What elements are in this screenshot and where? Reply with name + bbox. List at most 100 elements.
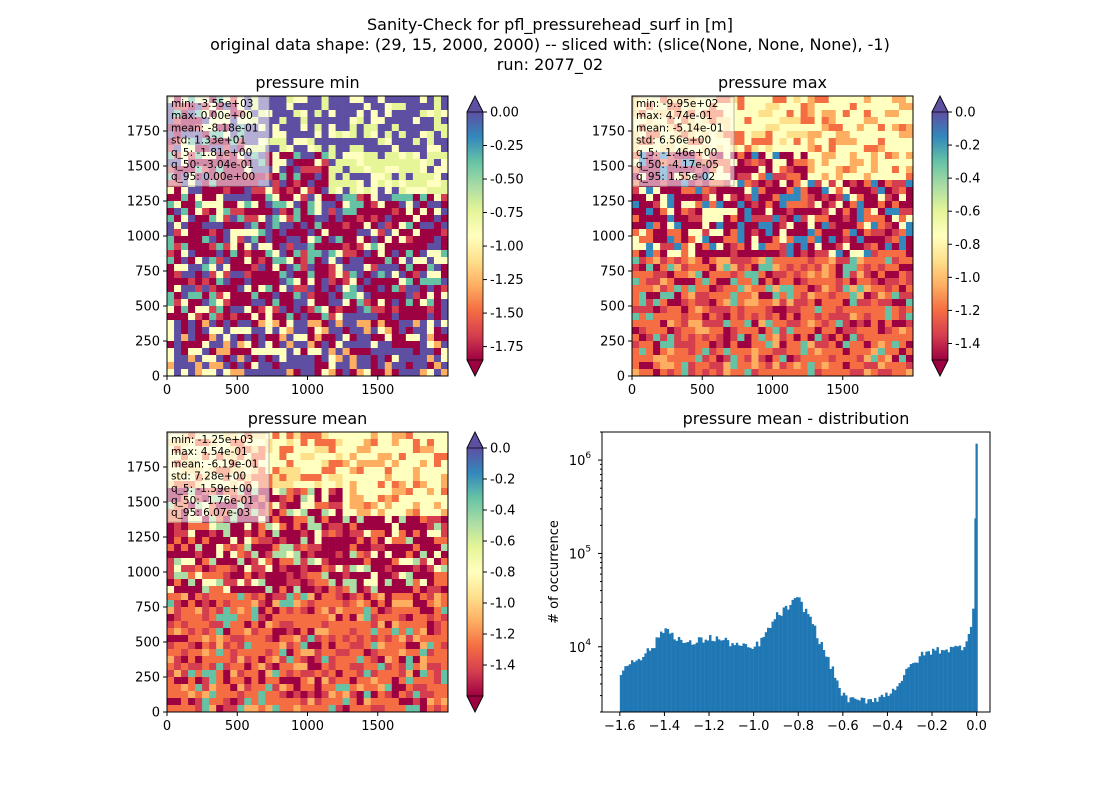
x-tick-label: 1000 (291, 719, 324, 734)
histogram-bar (927, 651, 930, 712)
y-tick-label: 106 (569, 451, 592, 469)
histogram-bar (945, 649, 948, 712)
histogram-bar (833, 677, 837, 712)
histogram-bar (896, 686, 899, 712)
y-tick-label: 250 (135, 335, 160, 350)
y-tick-label: 500 (135, 636, 160, 651)
colorbar-tick-label: -1.4 (955, 337, 980, 352)
histogram-bar (780, 615, 783, 712)
histogram-bar (876, 701, 879, 712)
histogram-bar (954, 645, 957, 712)
y-tick-label: 500 (600, 300, 625, 315)
histogram-bar (646, 648, 650, 712)
histogram-bar (675, 640, 679, 712)
histogram-bar (887, 695, 890, 712)
histogram-bar (760, 637, 763, 712)
histogram-bar (624, 666, 627, 712)
histogram-bar (961, 650, 964, 712)
stat-line: max: 0.00e+00 (171, 110, 253, 122)
histogram-panel: pressure mean - distribution −1.6 −1.4 −1.2… (547, 409, 991, 734)
histogram-bar (865, 703, 868, 712)
histogram-bar (731, 643, 734, 712)
histogram-bar (853, 698, 857, 712)
y-tick-label: 1750 (127, 461, 160, 476)
stat-line: max: 4.54e-01 (171, 446, 248, 458)
histogram-bar (778, 615, 781, 712)
y-tick-label: 500 (135, 300, 160, 315)
histogram-bar (920, 651, 924, 712)
histogram-bar (862, 698, 866, 712)
histogram-bar (693, 644, 696, 712)
histogram-bar (836, 680, 839, 712)
stat-line: std: 6.56e+00 (636, 135, 711, 147)
figure-title-line: original data shape: (29, 15, 2000, 2000… (210, 35, 890, 54)
colorbar-tick-label: -0.4 (490, 504, 515, 519)
histogram-bar (671, 632, 674, 712)
histogram-bar (626, 665, 629, 712)
histogram-bar (720, 640, 723, 712)
histogram-bar (749, 647, 752, 712)
histogram-bar (729, 646, 732, 712)
colorbar: 0.00 -0.25 -0.50 -0.75 -1.00 -1.25 -1.50 -1.75 (466, 95, 524, 377)
figure-title: Sanity-Check for pfl_pressurehead_surf i… (210, 15, 890, 75)
histogram-bar (918, 656, 922, 712)
stat-line: q_50: -3.04e-01 (171, 159, 254, 171)
x-tick-label: 0.0 (966, 719, 987, 734)
colorbar-tick-label: -1.2 (955, 304, 980, 319)
histogram-bar (695, 642, 699, 712)
stat-line: mean: -8.18e-01 (171, 122, 258, 134)
axes-frame (601, 431, 991, 713)
histogram-bar (867, 699, 870, 712)
histogram-bar (809, 616, 812, 712)
y-tick-label: 105 (569, 544, 591, 562)
histogram-bar (735, 642, 739, 712)
histogram-bar (724, 637, 728, 712)
colorbar-tick-label: 0.00 (490, 106, 519, 121)
stat-line: q_50: -4.17e-05 (636, 159, 719, 171)
histogram-bar (704, 639, 707, 712)
histogram-bar (952, 647, 955, 712)
y-tick-label: 1500 (592, 160, 625, 175)
histogram-bar (840, 695, 844, 712)
y-tick-label: 1000 (127, 230, 160, 245)
histogram-bar (622, 670, 625, 712)
y-tick-label: 250 (600, 335, 625, 350)
stat-line: min: -3.55e+03 (171, 98, 253, 110)
y-tick-label: 1750 (592, 125, 625, 140)
histogram-bar (657, 637, 661, 712)
x-tick-label: 1000 (291, 383, 324, 398)
x-tick-label: 1000 (756, 383, 789, 398)
histogram-bar (885, 692, 888, 712)
stat-line: max: 4.74e-01 (636, 110, 713, 122)
histogram-bar (820, 641, 823, 712)
histogram-bar (932, 648, 935, 712)
histogram-bar (775, 612, 779, 712)
x-tick-label: 0 (628, 383, 636, 398)
histogram-bar (907, 667, 910, 712)
colorbar-tick-label: -1.0 (955, 271, 980, 286)
histogram-bar (925, 651, 928, 712)
heatmap-panel: pressure max 0 250 500 750 1000 1250 1500 1750 0 5… (592, 73, 980, 398)
histogram-bar (842, 692, 846, 712)
histogram-bar (905, 668, 908, 712)
histogram-bar (715, 636, 719, 712)
histogram-bar (633, 662, 636, 712)
histogram-bar (628, 664, 632, 712)
y-tick-label: 1000 (592, 230, 625, 245)
colorbar-tick-label: -0.25 (490, 139, 524, 154)
histogram-bar (936, 647, 939, 712)
histogram-bar (972, 608, 975, 712)
histogram-bar (894, 690, 897, 712)
histogram-bar (811, 624, 815, 712)
histogram-bar (782, 607, 786, 712)
histogram-bar (644, 653, 647, 712)
x-tick-label: −1.6 (604, 719, 636, 734)
histogram-bar (878, 696, 881, 712)
stat-line: std: 1.33e+01 (171, 135, 246, 147)
histogram-bar (793, 598, 797, 712)
colorbar-tick-label: -0.50 (490, 173, 524, 188)
histogram-bar (824, 656, 828, 712)
x-tick-label: 1500 (361, 719, 394, 734)
